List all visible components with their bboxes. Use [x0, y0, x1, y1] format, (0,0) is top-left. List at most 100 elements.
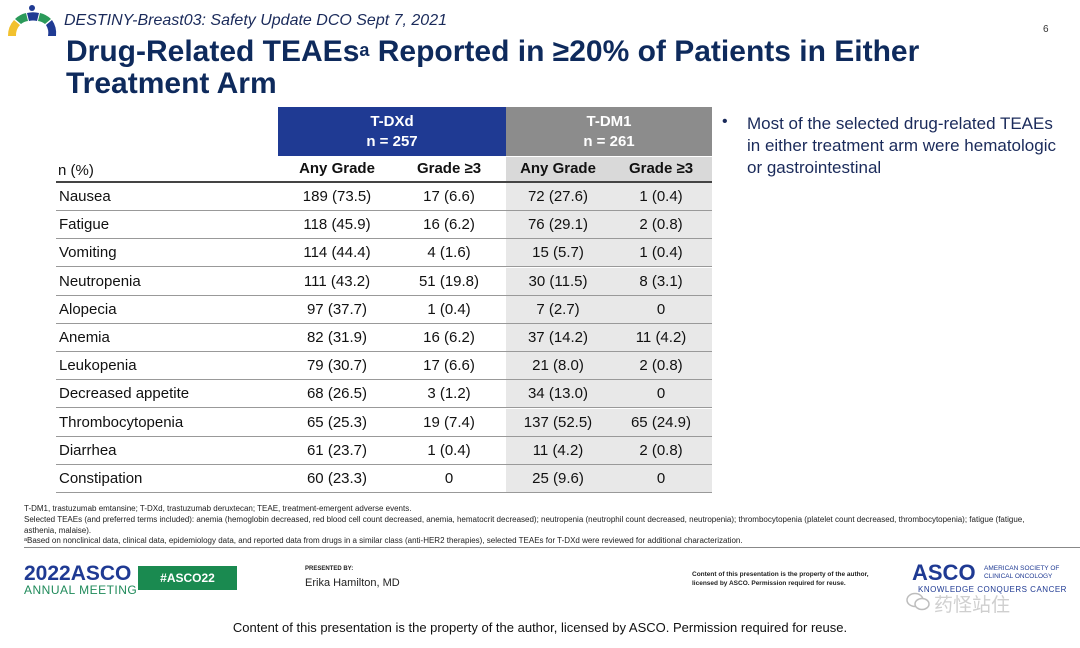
row-name: Alopecia — [59, 300, 117, 318]
meeting-brand: ASCO — [70, 562, 132, 585]
table-cell: 11 (4.2) — [532, 441, 584, 459]
row-name: Leukopenia — [59, 357, 137, 375]
meeting-year: 2022 — [24, 562, 71, 585]
table-cell: 0 — [656, 470, 666, 487]
table-cell: 37 (14.2) — [527, 329, 589, 346]
tdm1-column-shade — [506, 295, 712, 323]
row-name: Thrombocytopenia — [59, 413, 184, 431]
table-cell: 15 (5.7) — [532, 244, 584, 262]
table-row: Fatigue 118 (45.9) 16 (6.2) 76 (29.1) 2 (0.8… — [56, 211, 712, 240]
tdm1-column-shade — [506, 380, 712, 408]
table-cell: 17 (6.6) — [423, 357, 475, 375]
row-name: Nausea — [59, 188, 111, 205]
table-cell: 72 (27.6) — [527, 188, 589, 205]
row-name: Fatigue — [59, 216, 110, 234]
asco-tagline: KNOWLEDGE CONQUERS CANCER — [918, 585, 1067, 594]
table-cell: 16 (6.2) — [423, 216, 475, 234]
wechat-icon — [906, 592, 930, 611]
table-row: Diarrhea 61 (23.7) 1 (0.4) 11 (4.2) 2 (0.8) — [56, 436, 712, 465]
tdm1-column-shade — [506, 324, 712, 351]
slide-title: Drug-Related TEAEsa Reported in ≥20% of … — [66, 36, 926, 100]
table-cell: 97 (37.7) — [306, 300, 368, 318]
asco-society-name: AMERICAN SOCIETY OF CLINICAL ONCOLOGY — [984, 565, 1060, 580]
row-name: Diarrhea — [59, 441, 117, 459]
table-cell: 65 (24.9) — [630, 413, 692, 431]
bottom-rights-notice: Content of this presentation is the prop… — [232, 620, 848, 635]
table-cell: 0 — [656, 300, 666, 318]
table-row: Constipation 60 (23.3) 0 25 (9.6) 0 — [56, 465, 712, 493]
hashtag-badge: #ASCO22 — [138, 566, 237, 590]
table-cell: 2 (0.8) — [639, 357, 683, 375]
table-cell: 68 (26.5) — [306, 385, 368, 403]
title-superscript: a — [359, 40, 370, 60]
row-name: Decreased appetite — [59, 385, 190, 403]
title-text-1: Drug-Related TEAEs — [66, 35, 360, 68]
tdm1-column-shade — [506, 436, 712, 464]
table-cell: 7 (2.7) — [536, 300, 580, 318]
table-cell: 1 (0.4) — [427, 441, 471, 459]
table-cell: 76 (29.1) — [527, 216, 589, 234]
bullet-dot-icon: • — [722, 113, 728, 130]
table-cell: 65 (25.3) — [306, 413, 368, 431]
table-cell: 61 (23.7) — [306, 441, 368, 459]
study-subtitle: DESTINY-Breast03: Safety Update DCO Sept… — [64, 12, 447, 29]
table-cell: 0 — [656, 385, 666, 403]
table-cell: 51 (19.8) — [418, 272, 480, 290]
table-cell: 1 (0.4) — [639, 188, 683, 205]
meeting-logo: 2022ASCO — [24, 562, 131, 586]
table-cell: 60 (23.3) — [306, 470, 368, 487]
table-cell: 2 (0.8) — [639, 441, 683, 459]
arm-header-tdm1: T-DM1 n = 261 — [506, 107, 712, 156]
footnote-a: ᵃBased on nonclinical data, clinical dat… — [24, 536, 743, 545]
tdm1-colhead-shade — [506, 157, 712, 181]
table-cell: 118 (45.9) — [303, 216, 371, 234]
row-name: Vomiting — [59, 244, 117, 262]
presenter-name: Erika Hamilton, MD — [305, 577, 400, 589]
footer-divider — [24, 547, 1080, 548]
col-grade3-tdm1: Grade ≥3 — [628, 160, 694, 177]
table-cell: 82 (31.9) — [306, 329, 368, 346]
table-cell: 3 (1.2) — [427, 385, 471, 403]
table-row: Thrombocytopenia 65 (25.3) 19 (7.4) 137 (52… — [56, 408, 712, 437]
col-any-grade-tdm1: Any Grade — [520, 160, 596, 177]
table-cell: 1 (0.4) — [427, 300, 471, 318]
rights-notice-small: Content of this presentation is the prop… — [692, 571, 869, 587]
table-cell: 17 (6.6) — [423, 188, 475, 205]
table-cell: 34 (13.0) — [527, 385, 589, 403]
table-cell: 0 — [444, 470, 454, 487]
row-name: Anemia — [59, 329, 110, 346]
table-cell: 79 (30.7) — [306, 357, 368, 375]
title-text-2: Reported in ≥20% of Patients in Either T… — [66, 35, 920, 100]
table-row: Decreased appetite 68 (26.5) 3 (1.2) 34 (13… — [56, 380, 712, 409]
footnote-selected-teaes: Selected TEAEs (and preferred terms incl… — [24, 515, 1025, 535]
table-row: Leukopenia 79 (30.7) 17 (6.6) 21 (8.0) 2 (0.… — [56, 352, 712, 381]
tdm1-column-shade — [506, 465, 712, 492]
table-cell: 21 (8.0) — [532, 357, 584, 375]
table-cell: 11 (4.2) — [635, 329, 687, 346]
key-finding-bullet: Most of the selected drug-related TEAEs … — [747, 114, 1056, 177]
arm-n: n = 261 — [583, 132, 635, 150]
table-cell: 16 (6.2) — [423, 329, 475, 346]
table-row: Alopecia 97 (37.7) 1 (0.4) 7 (2.7) 0 — [56, 295, 712, 324]
row-label-header: n (%) — [58, 162, 94, 179]
tdm1-column-shade — [506, 408, 712, 436]
table-cell: 1 (0.4) — [639, 244, 683, 262]
row-name: Constipation — [59, 470, 143, 487]
col-grade3-tdxd: Grade ≥3 — [416, 160, 482, 177]
tdm1-column-shade — [506, 239, 712, 267]
table-cell: 19 (7.4) — [423, 413, 475, 431]
asco-fan-logo-icon — [7, 5, 57, 36]
table-cell: 114 (44.4) — [303, 244, 371, 262]
header-divider — [56, 181, 712, 183]
meeting-name: ANNUAL MEETING — [24, 583, 138, 597]
table-cell: 8 (3.1) — [639, 272, 683, 290]
row-name: Neutropenia — [59, 272, 141, 290]
table-cell: 25 (9.6) — [532, 470, 584, 487]
arm-name: T-DXd — [370, 112, 414, 130]
arm-header-tdxd: T-DXd n = 257 — [278, 107, 506, 156]
footnote-abbreviations: T-DM1, trastuzumab emtansine; T-DXd, tra… — [24, 504, 412, 513]
table-row: Nausea 189 (73.5) 17 (6.6) 72 (27.6) 1 (0.4) — [56, 183, 712, 211]
asco-logo: ASCO — [912, 560, 976, 585]
tdm1-column-shade — [506, 183, 712, 210]
page-number: 6 — [1043, 24, 1049, 35]
